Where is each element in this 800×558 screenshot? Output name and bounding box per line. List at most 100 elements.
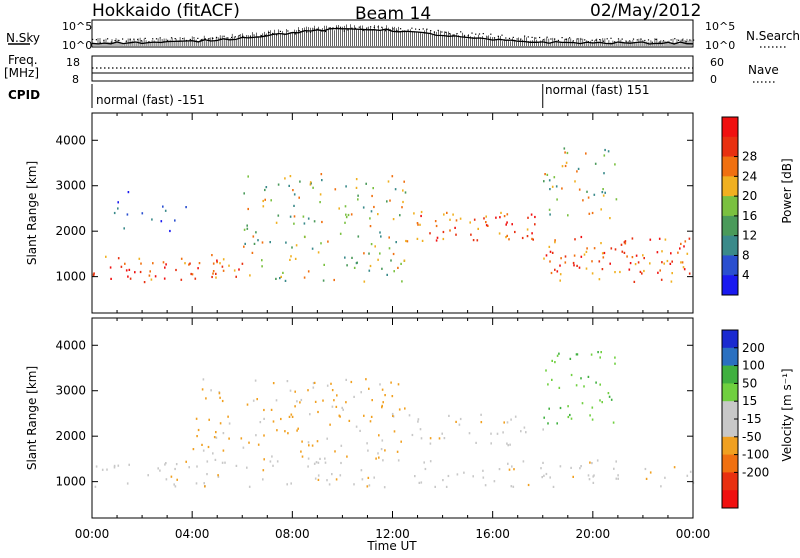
data-cell (509, 443, 511, 446)
nsearch-dot (152, 38, 154, 40)
data-cell (589, 461, 591, 464)
data-cell (543, 416, 545, 419)
data-cell (184, 262, 186, 265)
data-cell (549, 476, 551, 479)
power-colorbar-tick-label: 8 (742, 248, 750, 262)
x-tick-label: 20:00 (576, 527, 611, 541)
nsearch-dot (388, 29, 390, 31)
data-cell (617, 477, 619, 480)
data-cell (566, 151, 569, 155)
data-cell (593, 193, 596, 196)
data-cell (661, 250, 663, 253)
station-title: Hokkaido (fitACF) (92, 1, 240, 21)
data-cell (420, 214, 422, 218)
data-cell (506, 442, 508, 445)
data-cell (218, 392, 221, 395)
data-cell (429, 460, 432, 463)
data-cell (331, 389, 334, 392)
data-cell (307, 457, 310, 460)
nsearch-dot (471, 32, 473, 34)
x-tick-label: 08:00 (275, 527, 310, 541)
nsearch-dot (107, 38, 109, 40)
data-cell (164, 266, 166, 269)
data-cell (485, 215, 487, 218)
data-cell (458, 423, 461, 426)
nsearch-dot (411, 27, 413, 29)
data-cell (452, 213, 454, 216)
data-cell (463, 471, 465, 474)
nsearch-dot (287, 30, 289, 32)
data-cell (134, 271, 136, 274)
nsearch-dot (621, 38, 623, 40)
nsearch-dot (167, 39, 169, 41)
data-cell (255, 231, 257, 234)
data-cell (125, 269, 128, 272)
data-cell (378, 434, 380, 437)
data-cell (320, 242, 322, 245)
data-cell (345, 216, 348, 219)
data-cell (128, 463, 130, 466)
nsearch-dot (524, 35, 526, 37)
data-cell (276, 460, 279, 463)
nave-label: Nave (748, 63, 779, 77)
nsearch-dot (219, 38, 221, 40)
nave-tick-high: 60 (710, 56, 724, 69)
data-cell (345, 401, 347, 404)
data-cell (559, 406, 562, 410)
nsearch-dot (182, 38, 184, 40)
data-cell (505, 236, 507, 239)
data-cell (284, 177, 286, 180)
data-cell (398, 408, 401, 411)
data-cell (649, 471, 652, 474)
power-panel: 1000 2000 3000 4000 Slant Range [km] (25, 112, 694, 314)
data-cell (324, 457, 326, 460)
nsearch-dot (456, 33, 458, 35)
data-cell (574, 180, 576, 183)
data-cell (510, 485, 513, 488)
data-cell (477, 227, 479, 230)
data-cell (244, 242, 246, 245)
data-cell (293, 222, 295, 225)
data-cell (639, 270, 642, 273)
data-cell (214, 458, 217, 461)
data-cell (405, 239, 407, 243)
data-cell (434, 485, 436, 488)
data-cell (414, 475, 416, 478)
data-cell (421, 239, 424, 242)
data-cell (569, 413, 571, 417)
data-cell (340, 444, 343, 447)
data-cell (585, 152, 587, 155)
data-cell (559, 264, 561, 267)
data-cell (248, 485, 251, 488)
data-cell (388, 247, 391, 250)
nsearch-dot (587, 41, 589, 43)
nsearch-tick-low: 10^0 (705, 39, 735, 52)
nsearch-dot (212, 37, 214, 39)
data-cell (357, 198, 359, 201)
velocity-colorbar-segment (722, 365, 738, 384)
data-cell (243, 192, 245, 195)
data-cell (558, 386, 561, 389)
data-cell (322, 399, 324, 402)
data-cell (312, 386, 315, 389)
data-cell (559, 465, 562, 468)
data-cell (442, 237, 445, 241)
data-cell (371, 194, 373, 198)
data-cell (612, 421, 615, 424)
data-cell (572, 475, 574, 478)
data-cell (645, 477, 648, 480)
nsearch-dot (140, 40, 142, 42)
data-cell (420, 481, 423, 484)
data-cell (360, 469, 363, 472)
data-cell (400, 440, 402, 443)
data-cell (307, 441, 310, 444)
y-tick-label: 4000 (55, 133, 86, 147)
data-cell (551, 251, 554, 254)
data-cell (327, 240, 329, 243)
data-cell (442, 230, 445, 234)
nsearch-dot (170, 37, 173, 39)
power-colorbar: 4 8 12 16 20 24 28 (721, 116, 757, 296)
data-cell (507, 462, 509, 465)
nsearch-dot (448, 33, 450, 35)
data-cell (556, 422, 558, 425)
